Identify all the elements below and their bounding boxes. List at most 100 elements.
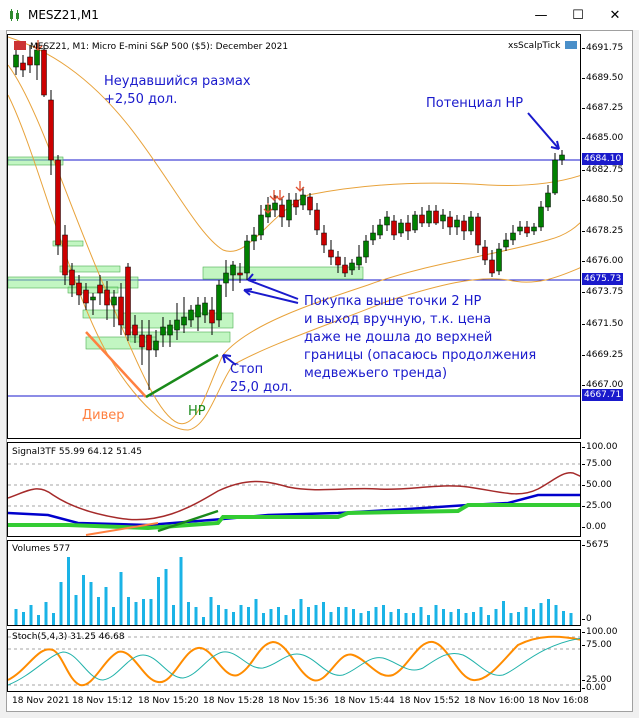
- volume-axis[interactable]: 5675 0: [582, 540, 634, 626]
- bull-candle: [538, 206, 544, 228]
- volume-bar: [299, 599, 303, 625]
- bull-candle: [356, 256, 362, 266]
- volume-bar: [359, 613, 363, 625]
- bull-candle: [468, 216, 474, 232]
- bear-candle: [62, 234, 68, 276]
- bear-candle: [48, 99, 54, 161]
- volume-bar: [322, 602, 325, 625]
- sell-signal-arrow: [295, 181, 305, 192]
- bear-candle: [475, 216, 481, 246]
- bear-candle: [482, 246, 488, 261]
- sell-signal-arrow: [269, 190, 279, 201]
- volume-bar: [239, 605, 243, 625]
- bull-candle: [517, 226, 523, 232]
- volume-bar: [97, 597, 100, 625]
- chart-menu-icon[interactable]: [14, 41, 26, 50]
- volume-bar: [494, 609, 498, 625]
- arrow-buy-2: [243, 289, 299, 304]
- volume-bar: [22, 612, 25, 625]
- volume-bar: [509, 613, 513, 625]
- annotation-line: и выход вручную, т.к. цена: [304, 312, 492, 327]
- bull-candle: [181, 316, 187, 326]
- volume-bar: [292, 609, 295, 625]
- stochastic-pane[interactable]: Stoch(5,4,3) 31.25 46.68: [7, 629, 581, 692]
- main-chart-pane[interactable]: MESZ21, M1: Micro E-mini S&P 500 ($5): D…: [7, 34, 581, 439]
- volume-tick-label: 0: [582, 614, 592, 624]
- chart-header: MESZ21, M1: Micro E-mini S&P 500 ($5): D…: [14, 41, 288, 52]
- volume-bar: [487, 615, 490, 625]
- volume-bar: [29, 605, 33, 625]
- arrow-head: [222, 354, 232, 364]
- bear-candle: [104, 289, 110, 306]
- divergence-line: [85, 331, 147, 398]
- price-axis[interactable]: 4691.75 4689.50 4687.25 4685.00 4682.75 4680.…: [581, 34, 634, 439]
- bear-candle: [76, 282, 82, 296]
- bull-candle: [531, 226, 537, 232]
- signal-pane[interactable]: Signal3TF 55.99 64.12 51.45: [7, 442, 581, 537]
- annotation-line: Потенциал HP: [426, 96, 524, 111]
- stochastic-axis[interactable]: 100.00 75.00 25.00 0.00: [581, 627, 634, 693]
- bull-candle: [559, 154, 565, 161]
- zone-rect: [59, 265, 121, 273]
- minimize-button[interactable]: —: [534, 7, 548, 23]
- signal-line-fast: [8, 503, 580, 531]
- signal-tick-label: 25.00: [582, 501, 612, 511]
- price-chart-canvas: [8, 36, 580, 431]
- annotation-buy: Покупка выше точки 2 HP и выход вручную,…: [304, 293, 536, 383]
- bear-candle: [342, 264, 348, 274]
- stochastic-tick-label: 0.00: [581, 683, 607, 693]
- volume-bar: [464, 613, 468, 625]
- signal-axis[interactable]: 100.00 75.00 50.00 25.00 0.00: [581, 442, 634, 537]
- bull-candle: [230, 264, 236, 276]
- annotation-diver: Дивер: [82, 407, 125, 425]
- chart-candles-icon: [10, 9, 19, 21]
- annotation-line: Дивер: [82, 408, 125, 423]
- annotation-line: +2,50 дол.: [104, 92, 178, 107]
- bull-candle: [286, 199, 292, 221]
- maximize-button[interactable]: ☐: [572, 7, 584, 23]
- bull-candle: [174, 319, 180, 331]
- volume-bar: [142, 599, 145, 625]
- volume-bar: [37, 615, 40, 625]
- volume-bar: [329, 612, 333, 625]
- bull-candle: [300, 194, 306, 206]
- signal-divergence-line: [85, 522, 159, 536]
- signal-tick-label: 100.00: [582, 442, 618, 452]
- volume-bar: [254, 599, 258, 625]
- arrow-head: [243, 288, 253, 296]
- bull-candle: [223, 272, 229, 284]
- window-titlebar: MESZ21,M1 — ☐ ✕: [0, 0, 639, 30]
- bull-candle: [90, 296, 96, 301]
- bull-candle: [503, 239, 509, 248]
- close-button[interactable]: ✕: [609, 7, 621, 23]
- volume-bar: [479, 607, 483, 625]
- bull-candle: [370, 232, 376, 241]
- volume-bar: [412, 613, 415, 625]
- volume-bar: [382, 605, 385, 625]
- bear-candle: [118, 296, 124, 326]
- volume-pane[interactable]: Volumes 577: [7, 540, 581, 626]
- bear-candle: [433, 210, 439, 224]
- bear-candle: [237, 272, 243, 276]
- bull-candle: [244, 240, 250, 274]
- stochastic-tick-label: 25.00: [582, 675, 612, 685]
- bull-candle: [384, 216, 390, 226]
- bull-candle: [167, 324, 173, 336]
- volume-tick-label: 5675: [582, 540, 609, 550]
- expert-label[interactable]: xsScalpTick: [508, 41, 578, 51]
- volume-bar: [127, 597, 130, 625]
- volume-bar: [134, 602, 138, 625]
- volume-bar: [202, 617, 205, 625]
- time-tick-label: 18 Nov 15:12: [72, 696, 133, 706]
- volume-bar: [269, 609, 273, 625]
- bull-candle: [111, 296, 117, 306]
- price-tick-label: 4676.00: [581, 256, 624, 266]
- volume-bar: [472, 612, 475, 625]
- volume-bar: [502, 601, 505, 625]
- bear-candle: [293, 199, 299, 208]
- volume-bar: [104, 587, 108, 625]
- price-tick-label: 4678.25: [581, 226, 624, 236]
- bull-candle: [363, 240, 369, 258]
- bull-candle: [202, 302, 208, 316]
- price-tick-label: 4667.00: [581, 380, 624, 390]
